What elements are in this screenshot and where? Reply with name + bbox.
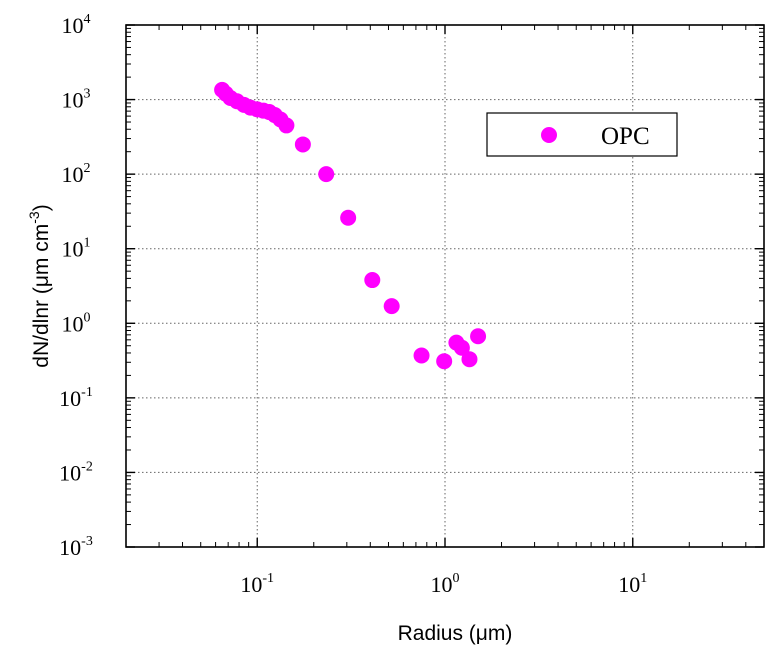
x-tick-base: 10: [431, 572, 453, 597]
y-tick-exp: -1: [81, 385, 93, 400]
y-tick-label: 100: [62, 310, 91, 336]
y-tick-label: 101: [62, 236, 91, 262]
y-axis-title: dN/dlnr (μm cm-3): [26, 204, 53, 367]
y-tick-label: 10-2: [59, 459, 93, 485]
y-tick-label: 10-3: [59, 534, 93, 560]
y-tick-exp: 0: [84, 310, 91, 325]
data-point: [436, 353, 453, 370]
legend-box: [486, 112, 678, 157]
legend-marker: [541, 127, 557, 143]
y-tick-base: 10: [59, 535, 81, 560]
grid-lines: [126, 25, 764, 547]
y-tick-exp: 3: [84, 87, 91, 102]
y-tick-base: 10: [59, 460, 81, 485]
legend: OPC: [486, 112, 678, 157]
data-points: [214, 81, 487, 370]
legend-label: OPC: [601, 123, 650, 150]
data-point: [413, 347, 430, 364]
x-tick-exp: -1: [262, 571, 274, 586]
y-tick-base: 10: [62, 162, 84, 187]
data-point: [318, 166, 335, 183]
data-point: [294, 136, 311, 153]
y-tick-base: 10: [62, 13, 84, 38]
y-axis-title-main: dN/dlnr (μm cm: [30, 224, 53, 368]
x-tick-base: 10: [240, 572, 262, 597]
x-axis-title: Radius (μm): [398, 622, 513, 645]
y-tick-base: 10: [62, 88, 84, 113]
x-tick-base: 10: [618, 572, 640, 597]
y-tick-base: 10: [59, 386, 81, 411]
data-point: [470, 328, 487, 345]
axis-ticks: [126, 24, 764, 548]
y-tick-label: 104: [62, 12, 91, 38]
y-tick-exp: 4: [84, 12, 91, 27]
y-tick-exp: -3: [81, 534, 93, 549]
x-tick-label: 101: [618, 571, 647, 597]
y-tick-base: 10: [62, 237, 84, 262]
data-point: [461, 351, 478, 368]
data-point: [364, 272, 381, 289]
data-point: [340, 209, 357, 226]
x-tick-exp: 0: [453, 571, 460, 586]
y-tick-exp: 2: [84, 161, 91, 176]
x-tick-label: 10-1: [240, 571, 274, 597]
y-tick-base: 10: [62, 311, 84, 336]
y-tick-label: 102: [62, 161, 91, 187]
y-tick-label: 10-1: [59, 385, 93, 411]
y-axis-title-close: ): [30, 204, 53, 211]
y-tick-exp: -2: [81, 459, 93, 474]
x-tick-exp: 1: [640, 571, 647, 586]
x-tick-label: 100: [431, 571, 460, 597]
data-point: [278, 117, 295, 134]
y-tick-label: 103: [62, 87, 91, 113]
y-axis-title-sup: -3: [26, 211, 42, 224]
data-point: [383, 298, 400, 315]
y-tick-exp: 1: [84, 236, 91, 251]
data-point: [453, 339, 470, 356]
